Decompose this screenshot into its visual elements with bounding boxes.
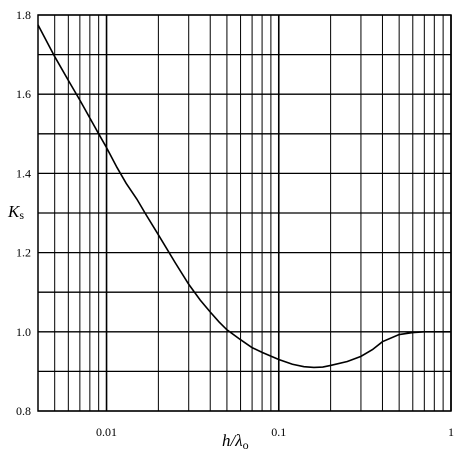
y-tick-labels: 0.8 1.0 1.2 1.4 1.6 1.8	[16, 8, 31, 418]
y-axis-label-sub: s	[19, 208, 24, 222]
y-tick-label: 0.8	[16, 404, 31, 418]
data-line	[37, 24, 451, 369]
y-axis-label-main: K	[7, 202, 21, 221]
x-axis-label-sub: o	[243, 438, 249, 452]
plot-frame	[37, 14, 452, 412]
y-tick-label: 1.2	[16, 246, 31, 260]
y-tick-label: 1.0	[16, 325, 31, 339]
x-axis-label-main: h/λ	[222, 431, 243, 450]
y-tick-label: 1.4	[16, 166, 31, 180]
y-tick-label: 1.8	[16, 8, 31, 22]
x-tick-label: 0.1	[271, 425, 286, 439]
x-tick-label: 0.01	[96, 425, 117, 439]
grid	[37, 14, 452, 412]
x-tick-labels: 0.01 0.1 1	[96, 425, 454, 439]
x-axis-label: h/λo	[222, 431, 249, 452]
x-tick-label: 1	[448, 425, 454, 439]
y-tick-label: 1.6	[16, 87, 31, 101]
y-axis-label: Ks	[7, 202, 24, 222]
